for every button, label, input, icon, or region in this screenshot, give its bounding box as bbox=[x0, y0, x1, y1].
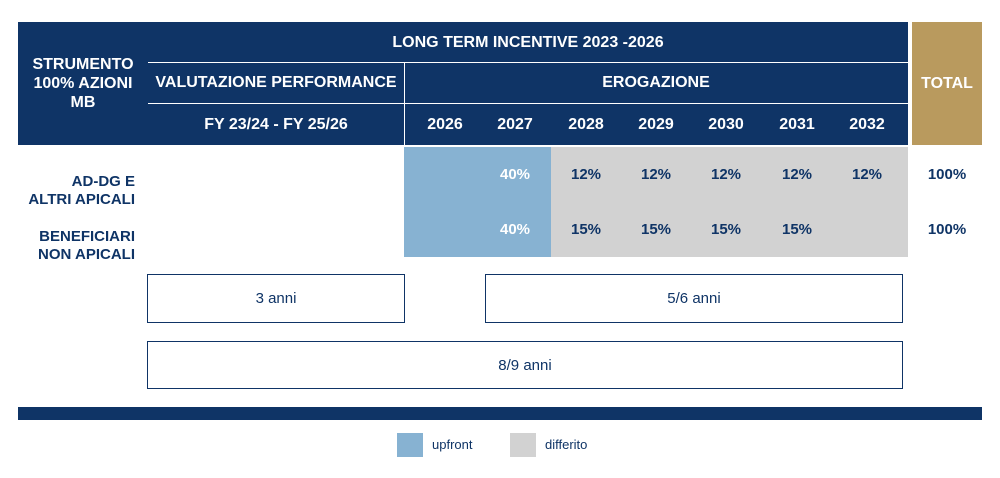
header-period: FY 23/24 - FY 25/26 bbox=[204, 115, 348, 133]
differito-area bbox=[551, 147, 908, 257]
timeline-box-8-9-anni: 8/9 anni bbox=[147, 341, 903, 389]
legend-swatch-upfront bbox=[397, 433, 423, 457]
year-header: 2029 bbox=[638, 115, 674, 133]
row-total: 100% bbox=[927, 165, 967, 183]
legend-swatch-differito bbox=[510, 433, 536, 457]
header-divider bbox=[404, 62, 405, 145]
table-cell: 12% bbox=[570, 165, 602, 183]
year-header: 2028 bbox=[568, 115, 604, 133]
timeline-box-3-anni: 3 anni bbox=[147, 274, 405, 323]
bottom-divider-bar bbox=[18, 407, 982, 420]
row-total: 100% bbox=[927, 220, 967, 238]
table-cell: 12% bbox=[710, 165, 742, 183]
year-header: 2031 bbox=[779, 115, 815, 133]
header-divider bbox=[148, 62, 908, 63]
year-header: 2026 bbox=[427, 115, 463, 133]
timeline-box-5-6-anni: 5/6 anni bbox=[485, 274, 903, 323]
table-cell: 12% bbox=[851, 165, 883, 183]
upfront-area bbox=[404, 147, 551, 257]
header-strumento: STRUMENTO 100% AZIONI MB bbox=[32, 56, 134, 111]
header-divider bbox=[148, 103, 908, 104]
row-label-apicali: AD-DG E ALTRI APICALI bbox=[28, 173, 135, 208]
year-header: 2027 bbox=[497, 115, 533, 133]
year-header: 2032 bbox=[849, 115, 885, 133]
year-header: 2030 bbox=[708, 115, 744, 133]
table-cell: 40% bbox=[499, 165, 531, 183]
table-cell: 40% bbox=[499, 220, 531, 238]
header-valutazione: VALUTAZIONE PERFORMANCE bbox=[155, 74, 397, 91]
table-cell: 12% bbox=[781, 165, 813, 183]
legend-label-upfront: upfront bbox=[432, 437, 473, 452]
table-cell: 15% bbox=[710, 220, 742, 238]
header-title: LONG TERM INCENTIVE 2023 -2026 bbox=[392, 33, 664, 51]
legend-label-differito: differito bbox=[545, 437, 588, 452]
table-cell: 15% bbox=[781, 220, 813, 238]
header-erogazione: EROGAZIONE bbox=[602, 74, 710, 91]
table-cell: 12% bbox=[640, 165, 672, 183]
table-header bbox=[18, 22, 908, 145]
table-cell: 15% bbox=[640, 220, 672, 238]
total-header: TOTAL bbox=[912, 22, 982, 145]
row-label-non-apicali: BENEFICIARI NON APICALI bbox=[38, 228, 135, 263]
table-cell: 15% bbox=[570, 220, 602, 238]
